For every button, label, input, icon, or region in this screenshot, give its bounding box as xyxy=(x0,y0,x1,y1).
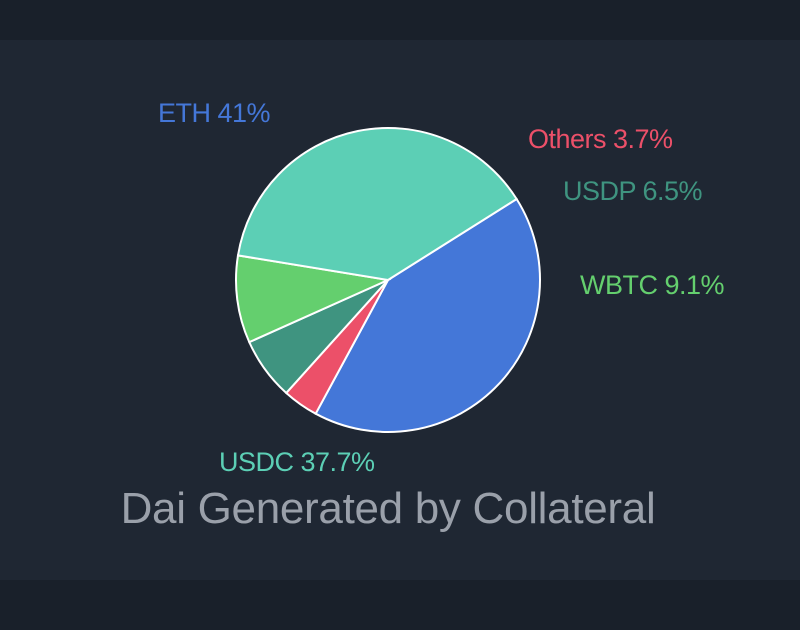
pie-label-usdp: USDP 6.5% xyxy=(563,176,703,206)
chart-title: Dai Generated by Collateral xyxy=(120,484,656,533)
pie-label-eth: ETH 41% xyxy=(158,98,271,128)
pie-label-others: Others 3.7% xyxy=(528,124,673,154)
pie-label-wbtc: WBTC 9.1% xyxy=(580,270,725,300)
pie-labels: ETH 41% Others 3.7% USDP 6.5% WBTC 9.1% USDC… xyxy=(158,98,725,477)
pie-slice-wbtc xyxy=(235,254,392,344)
pie-label-usdc: USDC 37.7% xyxy=(219,447,375,477)
pie-slice-usdc xyxy=(236,126,519,282)
bottom-band xyxy=(0,580,800,630)
pie-slice-eth xyxy=(314,197,541,433)
top-band xyxy=(0,0,800,40)
pie-slices xyxy=(235,126,541,433)
